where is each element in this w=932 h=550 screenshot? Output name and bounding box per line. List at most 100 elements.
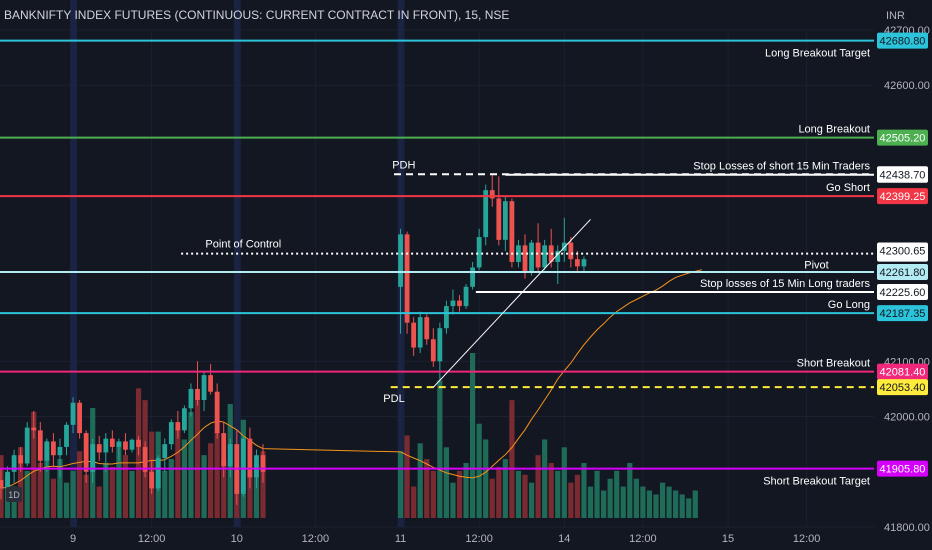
trendline[interactable]: [432, 219, 591, 388]
volume-bar: [548, 463, 554, 518]
volume-bar: [11, 486, 17, 518]
candle: [509, 198, 515, 268]
volume-bar: [188, 411, 194, 518]
candle: [136, 435, 141, 456]
price-tag: 42680.80: [877, 32, 928, 49]
price-tag: 42399.25: [877, 188, 928, 205]
volume-bar: [430, 470, 436, 518]
volume-bar: [509, 400, 515, 518]
volume-bar: [247, 466, 253, 518]
price-tag-box: [877, 379, 928, 396]
candle-body: [535, 242, 541, 268]
candle-body: [201, 375, 207, 400]
annotation-label: PDH: [392, 159, 415, 171]
price-tag-box: [877, 32, 928, 49]
candle: [444, 300, 449, 334]
candle-body: [214, 391, 220, 434]
candle-body: [463, 286, 469, 307]
candle: [483, 184, 489, 246]
price-tag-label: 42438.70: [880, 169, 926, 181]
level-caption: Short Breakout: [797, 358, 870, 370]
volume-bar: [44, 443, 50, 518]
time-axis-tick: 12:00: [465, 533, 493, 545]
candle-body: [417, 317, 423, 348]
price-tag-box: [877, 166, 928, 183]
price-tag-label: 42081.40: [880, 367, 926, 379]
candle: [64, 422, 69, 456]
candle-body: [542, 245, 548, 268]
candle: [116, 438, 122, 461]
volume-bar: [581, 463, 587, 518]
candle: [129, 438, 135, 453]
volume-bar: [437, 380, 443, 518]
candle: [398, 228, 403, 334]
level-caption: Long Breakout: [798, 124, 870, 136]
interval-badge[interactable]: 1D: [6, 487, 22, 502]
volume-bar: [483, 439, 489, 518]
candle: [195, 361, 200, 406]
candle-body: [51, 441, 56, 456]
volume-bar: [607, 478, 613, 518]
candle-body: [398, 234, 403, 287]
price-tag-label: 42225.60: [880, 287, 926, 299]
candle-body: [123, 441, 128, 450]
candle-body: [31, 427, 37, 431]
volume-bar: [555, 470, 561, 518]
time-axis-tick: 10: [231, 533, 243, 545]
candle: [57, 438, 63, 478]
candle: [162, 438, 168, 472]
candle-body: [568, 242, 574, 260]
price-tag: 41905.80: [877, 460, 928, 477]
volume-bar: [37, 463, 43, 518]
horizontal-levels[interactable]: Long Breakout Target Long Breakout Go Shor…: [0, 39, 874, 488]
candle-body: [450, 300, 456, 307]
candle: [182, 405, 187, 434]
price-tag: 42438.70: [877, 166, 928, 183]
volume-bar: [679, 494, 685, 518]
candle: [70, 397, 76, 434]
price-axis-tick: 42000.00: [884, 412, 930, 424]
candle: [201, 372, 207, 412]
candle: [11, 449, 17, 483]
volume-bar: [221, 459, 227, 518]
candle-body: [175, 422, 181, 431]
candle-body: [260, 455, 266, 472]
volume-bar: [411, 486, 417, 518]
candle: [535, 223, 541, 273]
candle: [44, 438, 50, 472]
candle-body: [149, 471, 155, 489]
time-axis-tick: 11: [395, 533, 406, 545]
candle: [24, 422, 30, 467]
volume-bar: [587, 486, 594, 518]
volume-bar: [162, 470, 168, 518]
candle: [463, 284, 469, 309]
candle-body: [221, 433, 227, 467]
volume-bar: [424, 459, 430, 518]
level-caption: Go Long: [828, 299, 870, 311]
volume-bar: [103, 463, 109, 518]
candle-body: [496, 198, 502, 240]
price-tag-box: [877, 188, 928, 205]
volume-bar: [404, 435, 410, 518]
candle: [260, 444, 266, 483]
candle-body: [83, 433, 89, 472]
volume-bar: [116, 443, 122, 518]
volume-bar: [502, 459, 508, 518]
price-tags: 42680.80 42505.20 42399.25 42187.35 42081.40…: [877, 32, 928, 477]
volume-bar: [614, 470, 620, 518]
volume-bar: [476, 423, 482, 518]
level-caption: Stop Losses of short 15 Min Traders: [693, 160, 870, 172]
volume-bar: [568, 482, 574, 518]
candle-body: [457, 300, 462, 307]
price-tag-label: 42261.80: [880, 267, 926, 279]
volume-bar: [659, 482, 666, 518]
volume-bar: [673, 490, 679, 518]
candle: [155, 455, 161, 492]
volume-bar: [122, 455, 129, 518]
candle: [457, 295, 462, 312]
candle-body: [195, 388, 200, 400]
price-tag: 42505.20: [877, 129, 928, 146]
price-tag: 42261.80: [877, 263, 928, 280]
candle-body: [404, 234, 410, 323]
